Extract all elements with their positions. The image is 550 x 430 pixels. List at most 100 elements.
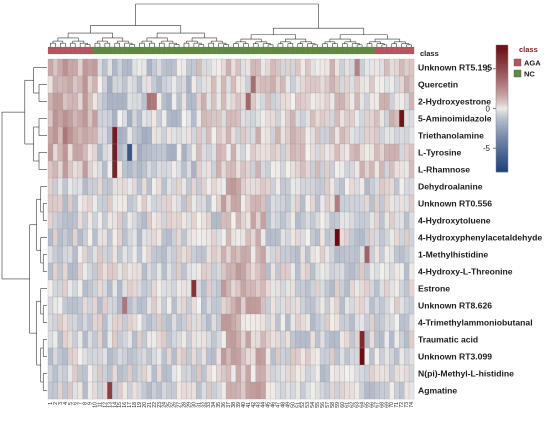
heatmap-cell [300,143,306,162]
row-label: Dehydroalanine [418,182,483,192]
heatmap-cell [77,58,83,77]
heatmap-cell [369,381,375,400]
heatmap-cell [295,211,301,230]
heatmap-cell [245,347,251,366]
heatmap-cell [122,143,128,162]
heatmap-cell [181,279,187,298]
heatmap-cell [67,194,73,213]
heatmap-cell [399,177,405,196]
heatmap-cell [250,126,256,145]
heatmap-cell [97,194,103,213]
class-cell [404,46,410,55]
heatmap-cell [196,296,202,315]
heatmap-cell [211,177,217,196]
heatmap-cell [334,126,340,145]
heatmap-cell [62,194,68,213]
heatmap-cell [151,75,157,94]
heatmap-cell [122,177,128,196]
class-annotation-label: class [420,49,439,58]
heatmap-cell [265,160,271,179]
heatmap-cell [97,92,103,111]
heatmap-cell [47,126,54,145]
heatmap-cell [62,92,68,111]
class-cell [52,46,59,55]
heatmap-cell [122,126,128,145]
heatmap-cell [285,126,291,145]
heatmap-cell [354,262,360,281]
heatmap-cell [384,313,390,332]
heatmap-cell [82,330,88,349]
heatmap-cell [275,194,281,213]
heatmap-cell [265,177,271,196]
heatmap-cell [270,143,276,162]
heatmap-cell [384,109,390,128]
color-scale-tick-label: 5 [486,65,491,74]
heatmap-cell [359,126,365,145]
heatmap-cell [403,194,410,213]
heatmap-cell [310,279,316,298]
heatmap-cell [136,211,143,230]
heatmap-cell [260,228,266,247]
heatmap-cell [136,364,143,383]
heatmap-cell [270,126,276,145]
heatmap-cell [141,245,148,264]
heatmap-cell [329,109,336,128]
column-label: 33 [206,402,212,408]
heatmap-cell [369,177,375,196]
heatmap-cell [310,211,316,230]
column-label: 14 [112,402,118,408]
heatmap-cell [349,211,355,230]
heatmap-cell [156,262,162,281]
heatmap-cell [235,177,242,196]
heatmap-cell [97,75,103,94]
heatmap-cell [107,245,113,264]
heatmap-cell [77,296,83,315]
heatmap-cell [186,381,192,400]
heatmap-cell [52,279,59,298]
heatmap-cell [334,245,340,264]
heatmap-cell [310,92,316,111]
heatmap-cell [97,279,103,298]
heatmap-cell [389,160,395,179]
heatmap-cell [77,279,83,298]
class-cell [211,46,217,55]
heatmap-cell [141,313,148,332]
heatmap-cell [225,109,232,128]
heatmap-cell [171,143,177,162]
heatmap-cell [87,92,93,111]
heatmap-cell [290,177,296,196]
heatmap-cell [122,58,128,77]
heatmap-cell [72,313,78,332]
heatmap-cell [255,381,261,400]
heatmap-cell [295,160,301,179]
heatmap-cell [171,279,177,298]
heatmap-cell [220,92,227,111]
heatmap-cell [349,245,355,264]
column-label: 35 [216,402,222,408]
heatmap-cell [310,109,316,128]
heatmap-cell [52,211,59,230]
heatmap-cell [379,296,385,315]
heatmap-cell [369,330,375,349]
heatmap-cell [97,177,103,196]
heatmap-cell [295,279,301,298]
row-dendrogram [1,67,47,391]
heatmap-cell [384,262,390,281]
heatmap-cell [319,330,326,349]
heatmap-cell [77,160,83,179]
column-label: 44 [261,402,267,408]
heatmap-cell [206,330,212,349]
column-label: 74 [409,402,415,408]
heatmap-cell [403,92,410,111]
heatmap-cell [379,245,385,264]
heatmap-cell [181,58,187,77]
heatmap-cell [374,211,380,230]
heatmap-cell [171,364,177,383]
color-scale-step [496,74,508,78]
heatmap-cell [354,279,360,298]
color-scale-step [496,131,508,135]
heatmap-cell [310,245,316,264]
heatmap-cell [349,143,355,162]
column-label: 23 [157,402,163,408]
heatmap-cell [235,381,242,400]
